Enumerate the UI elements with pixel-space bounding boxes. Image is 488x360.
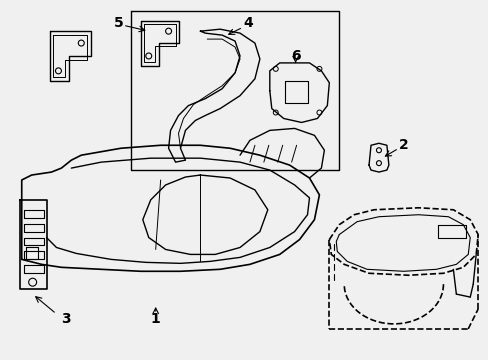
Text: 6: 6 [290, 49, 300, 63]
Text: 5: 5 [114, 16, 123, 30]
Text: 4: 4 [243, 16, 252, 30]
Text: 3: 3 [61, 312, 71, 326]
Text: 1: 1 [150, 312, 160, 326]
Text: 2: 2 [398, 138, 408, 152]
